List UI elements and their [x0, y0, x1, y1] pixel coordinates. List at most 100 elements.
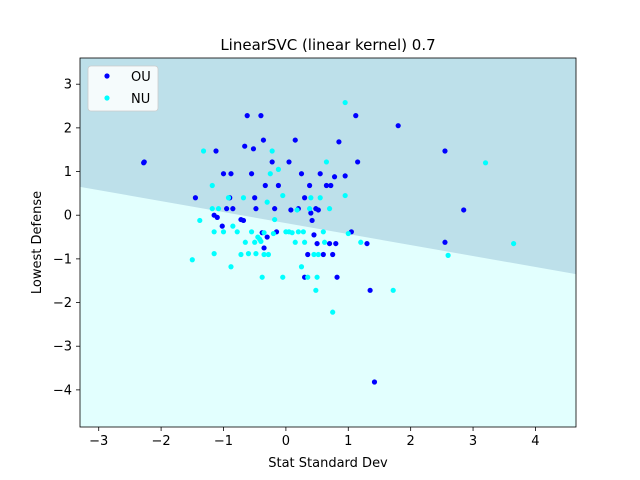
data-point-ou [305, 251, 311, 258]
data-point-nu [292, 239, 298, 245]
data-point-nu [258, 238, 264, 245]
legend-label-ou: OU [131, 70, 151, 85]
data-point-ou [336, 139, 342, 145]
data-point-ou [328, 182, 334, 189]
y-axis: −4 −3 −2 −1 0 1 2 3 [53, 78, 80, 398]
data-point-nu [211, 251, 217, 257]
data-point-nu [215, 206, 222, 212]
data-point-ou [317, 171, 323, 177]
data-point-ou [442, 148, 448, 154]
y-tick-label: 2 [64, 121, 72, 136]
data-point-ou [333, 240, 339, 247]
legend: OU NU [87, 65, 159, 112]
data-point-ou [192, 195, 199, 201]
data-point-nu [321, 239, 328, 245]
data-point-nu [220, 229, 227, 235]
x-tick-label: −1 [214, 434, 233, 449]
data-point-nu [298, 264, 305, 270]
data-point-nu [264, 199, 270, 205]
data-point-ou [292, 137, 298, 143]
data-point-ou [323, 182, 330, 189]
data-point-ou [302, 195, 308, 201]
data-point-nu [209, 206, 215, 212]
data-point-ou [330, 251, 336, 258]
data-point-nu [252, 239, 258, 245]
data-point-nu [326, 206, 333, 212]
data-point-ou [442, 239, 448, 245]
data-point-ou [311, 232, 317, 238]
data-point-nu [323, 159, 330, 165]
data-point-nu [209, 182, 215, 189]
data-point-ou [314, 240, 320, 247]
y-tick-label: 0 [64, 209, 72, 224]
x-tick-label: 2 [407, 434, 415, 449]
data-point-nu [272, 216, 278, 223]
data-point-ou [264, 234, 270, 240]
data-point-nu [308, 195, 314, 201]
data-point-nu [225, 195, 232, 201]
data-point-ou [306, 182, 313, 189]
data-point-nu [261, 230, 267, 236]
points-layer [141, 99, 517, 385]
plot-frame [79, 57, 577, 428]
data-point-nu [189, 257, 195, 263]
x-axis-label: Stat Standard Dev [268, 456, 388, 471]
data-point-ou [272, 206, 278, 212]
data-point-nu [289, 230, 295, 236]
data-point-ou [367, 287, 373, 293]
data-point-ou [315, 207, 321, 213]
data-point-nu [358, 239, 364, 245]
data-point-ou [250, 146, 257, 152]
data-point-nu [445, 252, 451, 258]
data-point-ou [371, 379, 378, 385]
data-point-ou [248, 171, 255, 177]
data-point-nu [390, 287, 396, 293]
data-point-nu [511, 240, 517, 247]
data-point-nu [261, 251, 267, 258]
y-tick-label: 1 [64, 165, 72, 180]
data-point-ou [269, 159, 275, 165]
y-tick-label: −1 [53, 252, 72, 267]
y-axis-label: Lowest Defense [30, 191, 45, 294]
x-tick-label: 0 [282, 434, 290, 449]
data-point-nu [211, 229, 217, 235]
series-ou [141, 113, 467, 385]
data-point-ou [240, 217, 247, 224]
data-point-nu [320, 229, 326, 235]
data-point-ou [252, 195, 258, 201]
data-point-nu [265, 251, 272, 258]
data-point-nu [234, 229, 240, 235]
data-point-nu [248, 229, 255, 235]
x-tick-label: 1 [344, 434, 352, 449]
data-point-nu [240, 195, 247, 201]
data-point-ou [355, 159, 361, 165]
data-point-nu [306, 206, 313, 212]
x-tick-label: 4 [531, 434, 539, 449]
data-point-nu [253, 251, 259, 257]
data-point-nu [315, 251, 321, 258]
data-point-ou [353, 113, 359, 119]
data-point-ou [288, 207, 294, 213]
data-point-ou [219, 223, 225, 229]
data-point-ou [242, 143, 248, 149]
data-point-nu [280, 192, 286, 199]
plot-area [80, 58, 576, 427]
data-point-nu [200, 148, 207, 154]
data-point-nu [295, 229, 301, 235]
legend-marker-nu [104, 95, 110, 101]
data-point-nu [305, 274, 311, 280]
data-point-nu [300, 229, 306, 235]
data-point-nu [197, 217, 203, 224]
data-point-nu [294, 207, 300, 213]
data-point-ou [230, 206, 236, 212]
data-point-nu [270, 230, 277, 237]
x-tick-label: −2 [152, 434, 171, 449]
data-point-nu [267, 171, 273, 177]
data-point-ou [298, 171, 305, 177]
data-point-ou [331, 174, 338, 180]
data-point-nu [313, 287, 319, 293]
legend-marker-ou [104, 73, 110, 79]
y-tick-label: −4 [53, 383, 72, 398]
data-point-ou [260, 137, 267, 143]
